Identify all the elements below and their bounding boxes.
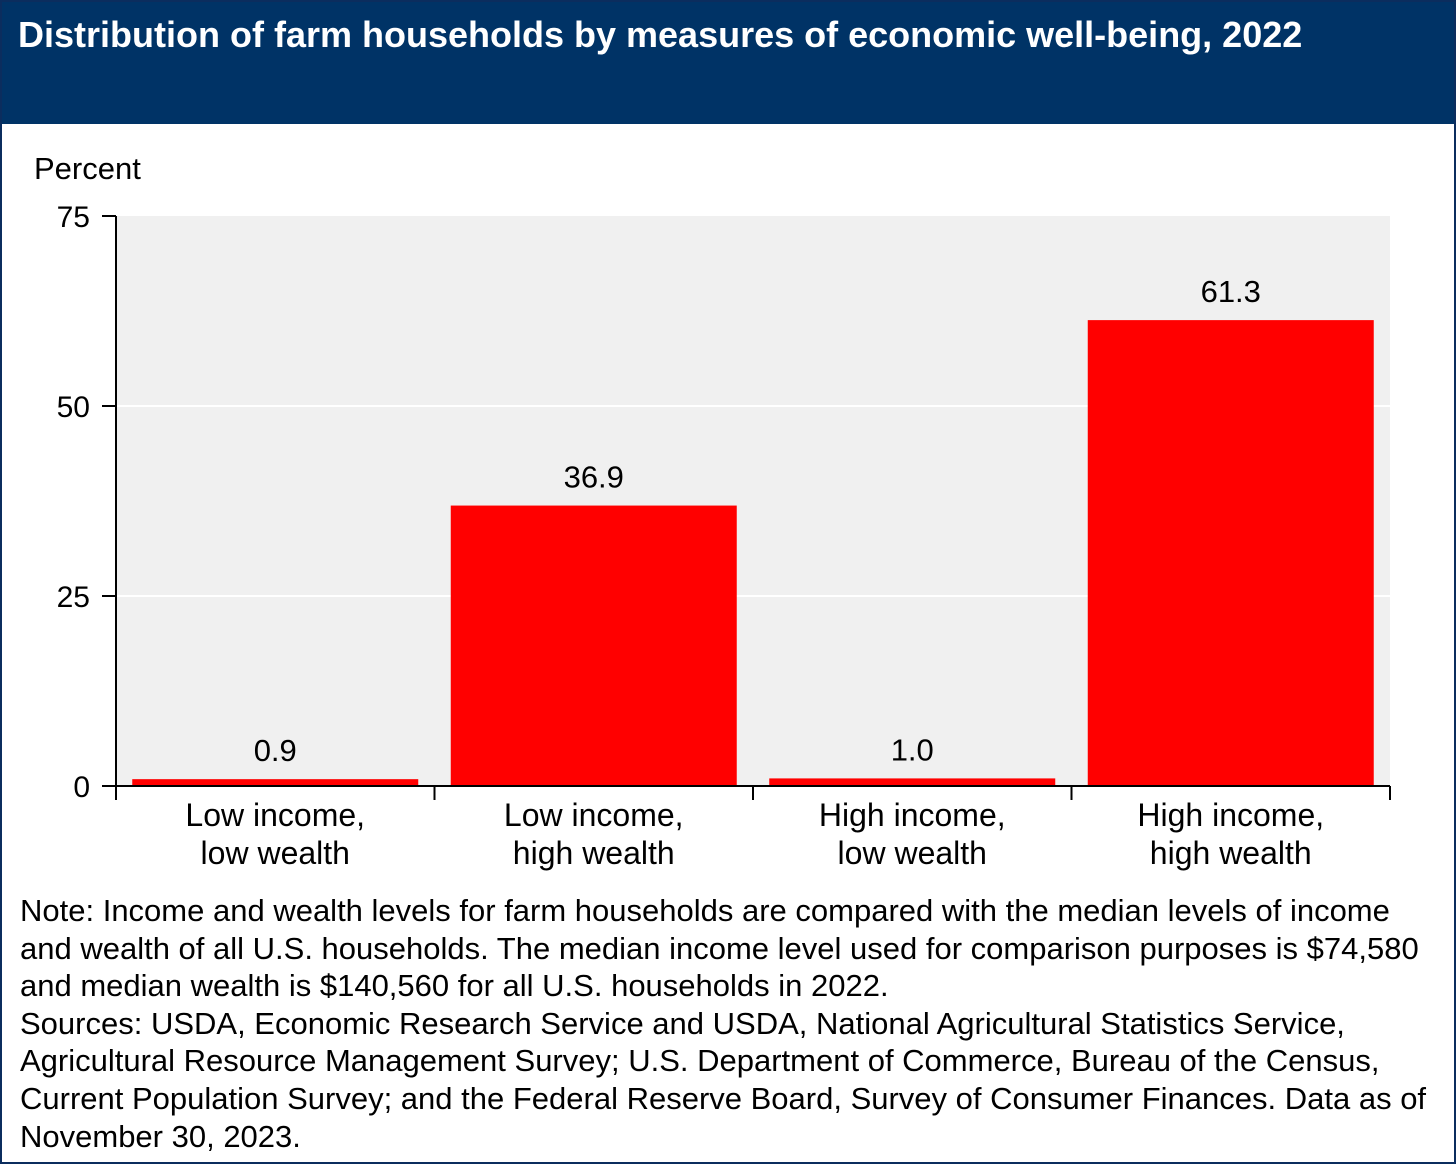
data-label: 0.9 [254, 733, 297, 768]
note-text: Note: Income and wealth levels for farm … [20, 893, 1419, 1004]
x-tick-label: low wealth [201, 835, 350, 871]
footnote: Note: Income and wealth levels for farm … [20, 892, 1445, 1155]
chart-title: Distribution of farm households by measu… [18, 14, 1303, 55]
data-label: 61.3 [1201, 274, 1261, 309]
x-tick-label: Low income, [504, 797, 684, 833]
data-label: 36.9 [564, 460, 624, 495]
y-tick-label: 50 [57, 391, 90, 424]
y-axis-label: Percent [34, 151, 141, 186]
x-tick-label: high wealth [1150, 835, 1312, 871]
bar [769, 778, 1056, 786]
x-tick-label: Low income, [185, 797, 365, 833]
x-tick-label: high wealth [513, 835, 675, 871]
x-tick-label: High income, [819, 797, 1006, 833]
title-bar: Distribution of farm households by measu… [2, 2, 1454, 124]
y-tick-label: 0 [73, 771, 90, 804]
bar [450, 505, 737, 786]
data-label: 1.0 [891, 732, 934, 767]
x-tick-label: High income, [1137, 797, 1324, 833]
bar [1087, 320, 1374, 786]
x-tick-label: low wealth [838, 835, 987, 871]
bar [132, 779, 419, 786]
sources-text: Sources: USDA, Economic Research Service… [20, 1005, 1427, 1154]
y-tick-label: 25 [57, 581, 90, 614]
y-tick-label: 75 [57, 201, 90, 234]
